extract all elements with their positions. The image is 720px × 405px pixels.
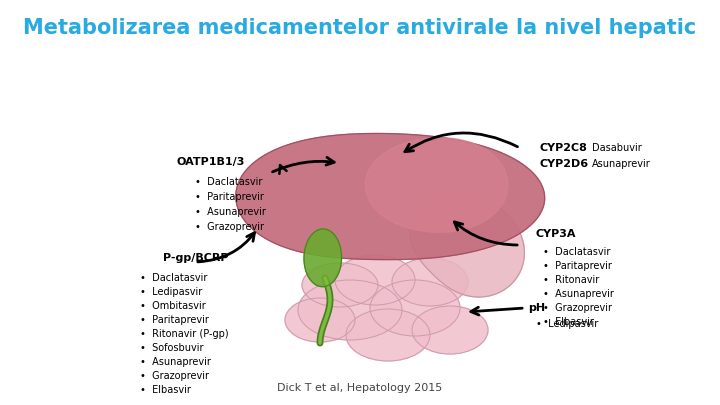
Text: •  Paritaprevir: • Paritaprevir — [543, 261, 612, 271]
Text: •  Daclatasvir: • Daclatasvir — [140, 273, 207, 283]
Text: •  Sofosbuvir: • Sofosbuvir — [140, 343, 204, 353]
Ellipse shape — [285, 298, 355, 342]
Text: •  Asunaprevir: • Asunaprevir — [195, 207, 266, 217]
Text: CYP2C8: CYP2C8 — [540, 143, 588, 153]
Text: •  Asunaprevir: • Asunaprevir — [543, 289, 614, 299]
Text: OATP1B1/3: OATP1B1/3 — [176, 157, 245, 167]
Text: •  Asunaprevir: • Asunaprevir — [140, 357, 211, 367]
Text: P-gp/BCRP: P-gp/BCRP — [163, 253, 228, 263]
Polygon shape — [410, 192, 524, 297]
Ellipse shape — [392, 258, 468, 306]
Polygon shape — [304, 229, 341, 287]
Text: Asunaprevir: Asunaprevir — [592, 159, 651, 169]
Text: CYP3A: CYP3A — [535, 229, 575, 239]
Ellipse shape — [346, 309, 430, 361]
Ellipse shape — [335, 255, 415, 305]
Text: •  Ledipasvir: • Ledipasvir — [140, 287, 202, 297]
Ellipse shape — [298, 280, 402, 340]
Polygon shape — [236, 134, 544, 260]
Text: •  Daclatasvir: • Daclatasvir — [195, 177, 262, 187]
Text: •  Paritaprevir: • Paritaprevir — [140, 315, 209, 325]
Text: pH: pH — [528, 303, 545, 313]
Text: •  Grazoprevir: • Grazoprevir — [543, 303, 612, 313]
Text: •  Ledipasvir: • Ledipasvir — [536, 319, 598, 329]
Text: CYP2D6: CYP2D6 — [540, 159, 589, 169]
Text: •  Ritonavir (P-gp): • Ritonavir (P-gp) — [140, 329, 229, 339]
Text: Dick T et al, Hepatology 2015: Dick T et al, Hepatology 2015 — [277, 383, 443, 393]
Text: •  Grazoprevir: • Grazoprevir — [140, 371, 209, 381]
Text: Dasabuvir: Dasabuvir — [592, 143, 642, 153]
Ellipse shape — [370, 280, 460, 336]
Text: •  Ritonavir: • Ritonavir — [543, 275, 599, 285]
Ellipse shape — [412, 306, 488, 354]
Polygon shape — [365, 138, 508, 232]
Text: •  Grazoprevir: • Grazoprevir — [195, 222, 264, 232]
Text: Metabolizarea medicamentelor antivirale la nivel hepatic: Metabolizarea medicamentelor antivirale … — [23, 18, 697, 38]
Text: •  Paritaprevir: • Paritaprevir — [195, 192, 264, 202]
Text: •  Daclatasvir: • Daclatasvir — [543, 247, 611, 257]
Text: •  Ombitasvir: • Ombitasvir — [140, 301, 206, 311]
Text: •  Elbasvir: • Elbasvir — [543, 317, 594, 327]
Text: •  Elbasvir: • Elbasvir — [140, 385, 191, 395]
Ellipse shape — [302, 263, 378, 307]
